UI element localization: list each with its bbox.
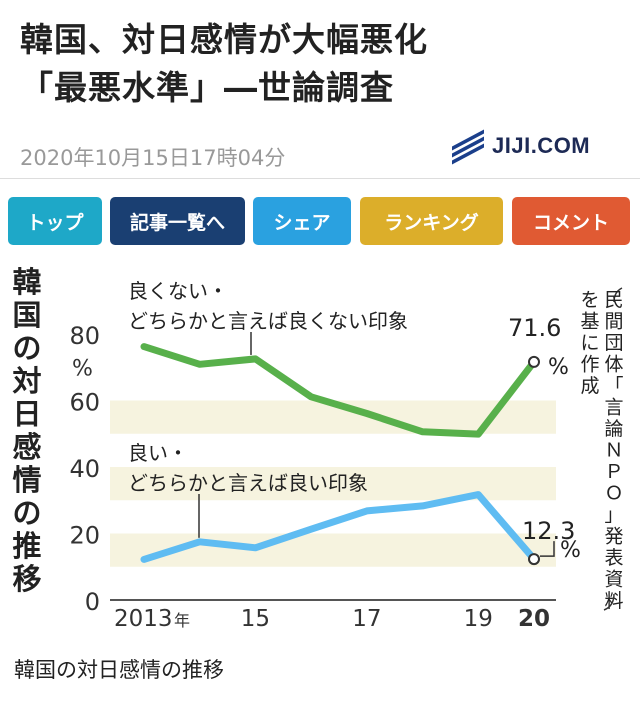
source-char: 論 <box>604 418 623 440</box>
jiji-logo-text: JIJI.COM <box>492 133 591 158</box>
series-line-1 <box>140 491 538 563</box>
series-label-line1: 良くない・ <box>128 279 228 303</box>
x-tick-label: 17 <box>352 606 381 632</box>
source-char: 間 <box>604 311 623 333</box>
chart-title-char: 情 <box>12 463 41 497</box>
article-list-button[interactable]: 記事一覧へ <box>110 197 245 245</box>
ranking-button[interactable]: ランキング <box>360 197 503 245</box>
x-tick-label: 15 <box>241 606 270 632</box>
source-char: 作 <box>580 354 599 376</box>
chart-title-char: 移 <box>12 562 41 596</box>
image-caption: 韓国の対日感情の推移 <box>14 658 224 682</box>
source-char: に <box>580 332 599 354</box>
source-char: 体 <box>604 354 623 376</box>
chart-title-char: 感 <box>12 430 41 464</box>
series-label-line2: どちらかと言えば良くない印象 <box>128 309 408 333</box>
source-char: Ｎ <box>604 440 623 462</box>
jiji-logo[interactable]: JIJI.COM <box>452 129 591 165</box>
headline-line-1: 韓国、対日感情が大幅悪化 <box>20 20 428 59</box>
x-tick-label: 20 <box>518 606 550 632</box>
source-char: 団 <box>604 332 623 354</box>
series-end-marker-0 <box>528 355 540 368</box>
chart-title-char: の <box>12 496 41 530</box>
source-char: 言 <box>604 397 623 419</box>
y-tick-label: 60 <box>69 389 100 417</box>
x-tick-label: 2013 <box>114 606 173 632</box>
headline: 韓国、対日感情が大幅悪化 「最悪水準」―世論調査 <box>20 16 620 112</box>
source-paren-close <box>603 593 615 611</box>
series-end-unit: % <box>560 538 581 563</box>
y-tick-label: 20 <box>69 522 100 550</box>
source-char: 」 <box>604 504 623 526</box>
source-char: 表 <box>604 547 623 569</box>
header-divider <box>0 178 640 179</box>
comment-button[interactable]: コメント <box>512 197 630 245</box>
source-char: 資 <box>604 569 623 591</box>
jiji-logo-icon <box>452 129 484 165</box>
chart-title-char: 韓 <box>12 265 41 299</box>
series-line-0 <box>140 343 538 438</box>
series-end-value: 71.6 <box>508 314 561 342</box>
chart-title-char: 推 <box>12 529 41 563</box>
dateline: 2020年10月15日17時04分 <box>20 146 286 170</box>
y-tick-label: 0 <box>85 588 100 616</box>
chart-title-char: 国 <box>12 298 41 332</box>
series-label-line1: 良い・ <box>128 441 188 465</box>
source-char: Ｏ <box>604 483 623 505</box>
y-axis-unit-label: % <box>72 356 93 381</box>
share-button[interactable]: シェア <box>253 197 351 245</box>
source-char: 民 <box>604 289 623 311</box>
source-char: 発 <box>604 526 623 548</box>
series-end-marker-1 <box>528 553 540 566</box>
source-char: Ｐ <box>604 461 623 483</box>
chart-title-char: 日 <box>12 397 41 431</box>
source-paren-open <box>613 287 623 303</box>
headline-line-2: 「最悪水準」―世論調査 <box>20 68 394 107</box>
source-char: 「 <box>604 375 623 397</box>
chart-title-vertical: 韓国の対日感情の推移 <box>12 265 41 596</box>
y-tick-label: 40 <box>69 455 100 483</box>
series-end-value: 12.3 <box>522 517 575 545</box>
chart-title-char: 対 <box>12 364 41 398</box>
y-tick-label: 80 <box>69 322 100 350</box>
x-tick-suffix: 年 <box>174 611 190 630</box>
top-button[interactable]: トップ <box>8 197 102 245</box>
source-char: 基 <box>580 311 599 333</box>
source-char: 成 <box>580 375 599 397</box>
chart-title-char: の <box>12 331 41 365</box>
series-label-line2: どちらかと言えば良い印象 <box>128 471 368 495</box>
chart: 0 20 40 60 80 % 2013 年 15 17 19 20 良くない・どちらかと言えば良… <box>12 265 624 632</box>
series-end-unit: % <box>548 355 569 380</box>
end-label-bracket <box>540 541 555 557</box>
source-char: を <box>580 289 599 311</box>
x-tick-label: 19 <box>464 606 493 632</box>
